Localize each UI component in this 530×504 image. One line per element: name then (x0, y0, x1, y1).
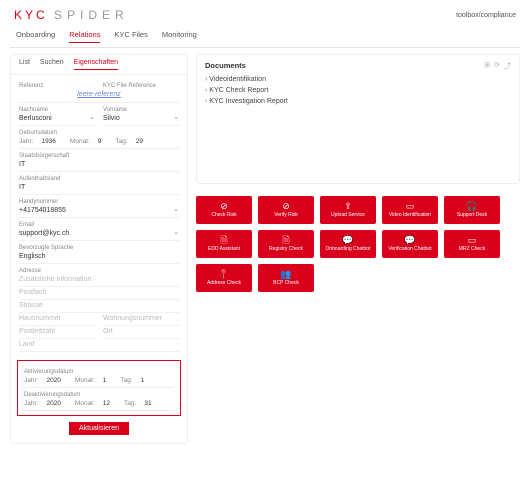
chevron-down-icon: ⌄ (173, 228, 179, 236)
refresh-icon[interactable]: ⟳ (494, 61, 500, 71)
field-handy[interactable]: +41754018855⌄ (19, 205, 179, 218)
action-onboarding-chatbot[interactable]: 💬 Onboarding Chatbot (320, 230, 376, 258)
sub-tabs: List Suchen Eigenschaften (11, 55, 187, 75)
action-mrz-check[interactable]: ▭ MRZ Check (444, 230, 500, 258)
label-referenz: Referenz (19, 83, 95, 89)
action-label: EDD Assistant (208, 247, 240, 253)
logo: KYC SPIDER (14, 8, 129, 22)
field-ort[interactable]: Ort (103, 326, 179, 339)
field-aktiv[interactable]: Jahr:2020 Monat:1 Tag:1 (24, 375, 174, 388)
upload-service-icon: ⇪ (344, 202, 352, 211)
action-support-desk[interactable]: 🎧 Support Desk (444, 196, 500, 224)
documents-title: Documents (205, 61, 511, 70)
video-identification-icon: ▭ (406, 202, 415, 211)
grid-icon[interactable]: ⊞ (484, 61, 490, 71)
field-hausnr[interactable]: Hausnummer (19, 313, 95, 326)
support-desk-icon: 🎧 (466, 202, 477, 211)
label-kycfileref: KYC File Reference (103, 83, 179, 89)
check-risk-icon: ⊘ (220, 202, 228, 211)
main-tabs: Onboarding Relations KYC Files Monitorin… (0, 24, 530, 47)
doc-item[interactable]: Videoidentifikation (205, 74, 511, 85)
bcp-check-icon: 👥 (280, 270, 291, 279)
field-deaktiv[interactable]: Jahr:2020 Monat:12 Tag:31 (24, 398, 174, 411)
chevron-down-icon: ⌄ (173, 205, 179, 213)
tab-kycfiles[interactable]: KYC Files (114, 30, 147, 43)
doc-item[interactable]: KYC Check Report (205, 85, 511, 96)
chevron-down-icon: ⌄ (89, 113, 95, 121)
field-sprache[interactable]: Englisch (19, 251, 179, 264)
action-upload-service[interactable]: ⇪ Upload Service (320, 196, 376, 224)
subtab-suchen[interactable]: Suchen (40, 59, 64, 70)
action-edd-assistant[interactable]: 🗎 EDD Assistant (196, 230, 252, 258)
upload-icon[interactable]: ⤴ (504, 61, 511, 71)
action-label: Address Check (207, 281, 241, 287)
field-nachname[interactable]: Berlusconi⌄ (19, 113, 95, 126)
toolbox-link[interactable]: toolbox/compliance (456, 12, 516, 19)
action-label: MRZ Check (459, 247, 485, 253)
edd-assistant-icon: 🗎 (220, 236, 227, 245)
action-label: Onboarding Chatbot (325, 247, 370, 253)
action-label: Verification Chatbot (388, 247, 431, 253)
action-label: Upload Service (331, 213, 365, 219)
kycfileref-link[interactable]: leere-referenz (19, 89, 179, 103)
mrz-check-icon: ▭ (468, 236, 477, 245)
field-strasse[interactable]: Strasse (19, 300, 179, 313)
registry-check-icon: 🗎 (282, 236, 289, 245)
field-aufenthalt[interactable]: IT (19, 182, 179, 195)
action-label: Support Desk (457, 213, 487, 219)
doc-item[interactable]: KYC Investigation Report (205, 96, 511, 107)
tab-monitoring[interactable]: Monitoring (162, 30, 197, 43)
action-buttons: ⊘ Check Risk ⊘ Verify Risk ⇪ Upload Service ▭ V… (196, 196, 520, 298)
field-staat[interactable]: IT (19, 159, 179, 172)
field-land[interactable]: Land (19, 339, 179, 352)
documents-panel: ⊞ ⟳ ⤴ Documents Videoidentifikation KYC … (196, 54, 520, 184)
form-panel: List Suchen Eigenschaften Referenz KYC F… (10, 54, 188, 444)
onboarding-chatbot-icon: 💬 (342, 236, 353, 245)
subtab-list[interactable]: List (19, 59, 30, 70)
action-video-identification[interactable]: ▭ Video Identification (382, 196, 438, 224)
address-check-icon: 📍 (218, 270, 229, 279)
chevron-down-icon: ⌄ (173, 113, 179, 121)
verification-chatbot-icon: 💬 (404, 236, 415, 245)
action-verification-chatbot[interactable]: 💬 Verification Chatbot (382, 230, 438, 258)
tab-onboarding[interactable]: Onboarding (16, 30, 55, 43)
field-postfach[interactable]: Postfach (19, 287, 179, 300)
action-label: Check Risk (211, 213, 236, 219)
verify-risk-icon: ⊘ (282, 202, 290, 211)
field-plz[interactable]: Postleitzahl (19, 326, 95, 339)
field-email[interactable]: support@kyc.ch⌄ (19, 228, 179, 241)
update-button[interactable]: Aktualisieren (69, 422, 129, 435)
action-label: Video Identification (389, 213, 431, 219)
action-label: BCP Check (273, 281, 299, 287)
subtab-eigenschaften[interactable]: Eigenschaften (74, 59, 118, 70)
action-label: Verify Risk (274, 213, 298, 219)
action-address-check[interactable]: 📍 Address Check (196, 264, 252, 292)
field-wohnnr[interactable]: Wohnungsnummer (103, 313, 179, 326)
field-zusatz[interactable]: Zusätzliche Information (19, 274, 179, 287)
field-vorname[interactable]: Silvio⌄ (103, 113, 179, 126)
action-label: Registry Check (269, 247, 303, 253)
tab-relations[interactable]: Relations (69, 30, 100, 43)
field-geburtsdatum[interactable]: Jahr:1936 Monat:9 Tag:29 (19, 136, 179, 149)
action-check-risk[interactable]: ⊘ Check Risk (196, 196, 252, 224)
action-registry-check[interactable]: 🗎 Registry Check (258, 230, 314, 258)
action-bcp-check[interactable]: 👥 BCP Check (258, 264, 314, 292)
action-verify-risk[interactable]: ⊘ Verify Risk (258, 196, 314, 224)
dates-highlight-box: Aktivierungsdatum Jahr:2020 Monat:1 Tag:… (17, 360, 181, 416)
